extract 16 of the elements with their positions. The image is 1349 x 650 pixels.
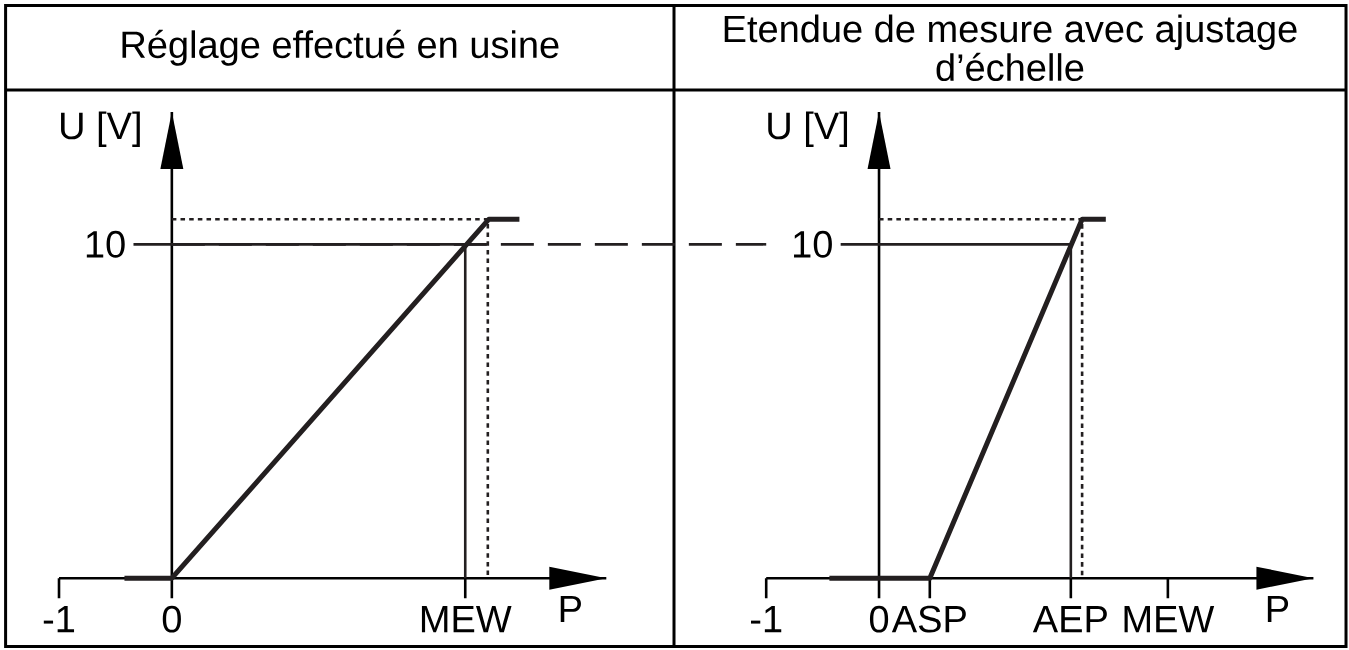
x-tick-label: AEP — [1032, 606, 1107, 633]
x-axis-title: P — [560, 595, 581, 623]
x-tick-label: -1 — [43, 606, 75, 633]
y-axis-title: U [V] — [61, 111, 140, 147]
chart-title: Etendue de mesure avec ajustage d’échelle — [724, 14, 1297, 82]
x-tick-label: -1 — [751, 606, 782, 633]
chart-title: Réglage effectué en usine — [122, 29, 559, 66]
x-tick-label: 0 — [869, 605, 889, 633]
x-tick-label: ASP — [891, 605, 966, 633]
x-tick-label: 0 — [162, 605, 181, 633]
y-axis-title: U [V] — [768, 111, 848, 147]
x-tick-label: MEW — [421, 606, 512, 633]
annotation: 10 — [86, 230, 125, 258]
x-tick-label: MEW — [1124, 606, 1215, 633]
x-axis-title: P — [1267, 595, 1289, 623]
annotation: 10 — [794, 230, 832, 258]
